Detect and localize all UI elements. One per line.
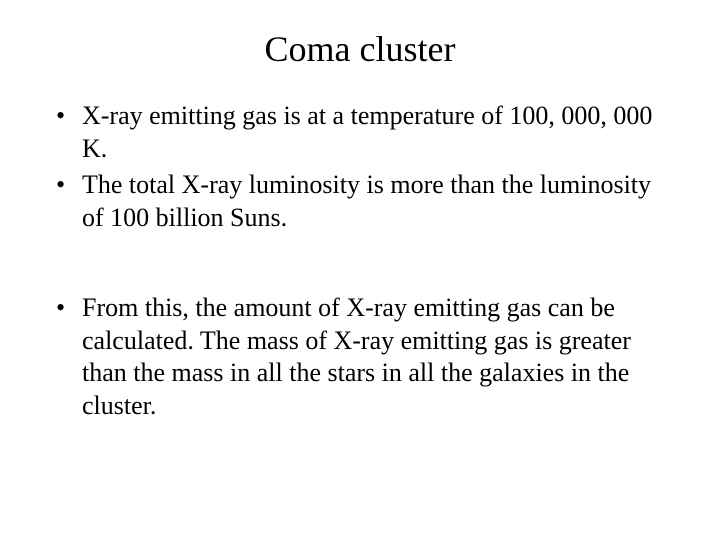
bullet-list-2: From this, the amount of X-ray emitting …	[50, 292, 670, 422]
bullet-item: The total X-ray luminosity is more than …	[50, 169, 670, 234]
slide-title: Coma cluster	[50, 28, 670, 70]
bullet-list-1: X-ray emitting gas is at a temperature o…	[50, 100, 670, 234]
bullet-item: From this, the amount of X-ray emitting …	[50, 292, 670, 422]
bullet-item: X-ray emitting gas is at a temperature o…	[50, 100, 670, 165]
vertical-spacer	[50, 238, 670, 292]
